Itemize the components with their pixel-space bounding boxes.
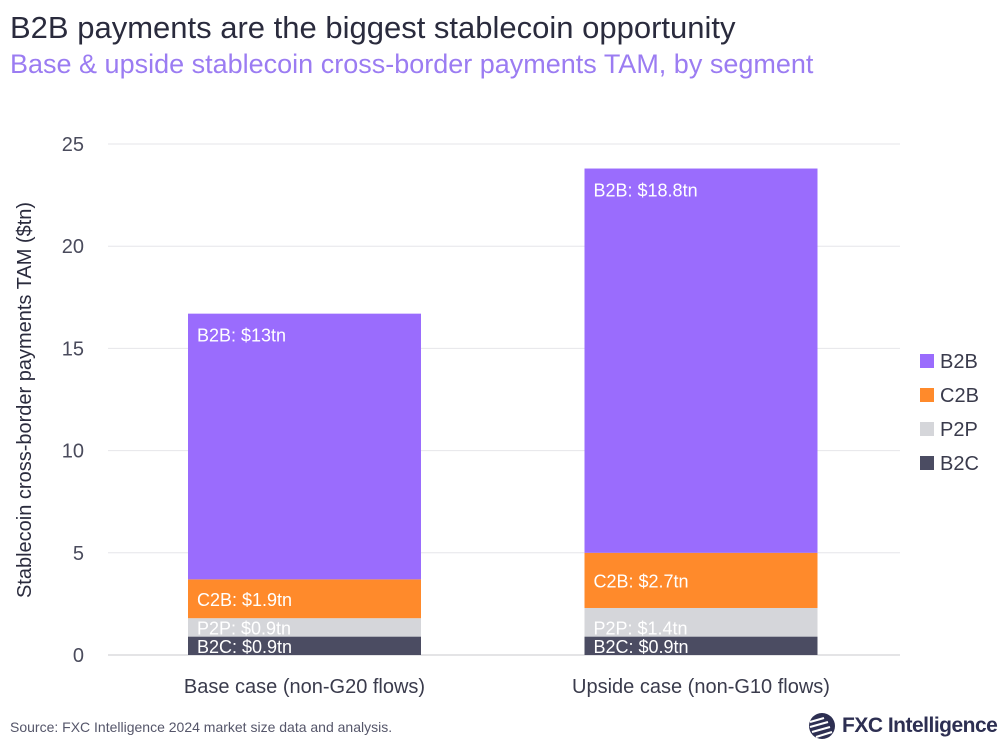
- x-category-label: Base case (non-G20 flows): [184, 676, 425, 698]
- bar-segment-c2b: [188, 579, 421, 619]
- legend-label-b2b: B2B: [940, 351, 978, 373]
- segment-label: C2B: $1.9tn: [197, 590, 292, 610]
- segment-label: B2C: $0.9tn: [197, 637, 292, 657]
- y-tick-label: 20: [62, 236, 84, 258]
- bar-segment-b2c: [584, 636, 818, 655]
- bar-segment-c2b: [584, 552, 818, 608]
- fxc-logo: FXC Intelligence: [808, 712, 998, 740]
- legend-swatch-c2b: [920, 388, 934, 402]
- y-axis-label: Stablecoin cross-border payments TAM ($t…: [14, 202, 36, 598]
- y-tick-label: 0: [73, 645, 84, 667]
- y-tick-label: 25: [62, 134, 84, 156]
- legend-swatch-b2c: [920, 456, 934, 470]
- segment-label: C2B: $2.7tn: [594, 571, 689, 591]
- chart-subtitle: Base & upside stablecoin cross-border pa…: [10, 49, 814, 79]
- segment-label: B2B: $13tn: [197, 326, 286, 346]
- bar-segment-b2c: [188, 636, 421, 655]
- legend-label-b2c: B2C: [940, 453, 979, 475]
- logo-text: FXC Intelligence: [842, 714, 998, 737]
- segment-label: P2P: $0.9tn: [197, 619, 291, 639]
- legend-label-p2p: P2P: [940, 419, 978, 441]
- segment-label: B2C: $0.9tn: [594, 637, 689, 657]
- legend-swatch-p2p: [920, 422, 934, 436]
- bar-segment-b2b: [584, 168, 818, 553]
- chart-title: B2B payments are the biggest stablecoin …: [10, 10, 736, 45]
- legend-swatch-b2b: [920, 354, 934, 368]
- bar-segment-p2p: [188, 618, 421, 637]
- y-tick-label: 5: [73, 543, 84, 565]
- bar-segment-b2b: [188, 313, 421, 580]
- y-tick-label: 10: [62, 441, 84, 463]
- bar-segment-p2p: [584, 607, 818, 637]
- fxc-globe-icon: [809, 713, 835, 739]
- source-note: Source: FXC Intelligence 2024 market siz…: [10, 719, 393, 735]
- segment-label: P2P: $1.4tn: [594, 619, 688, 639]
- legend-label-c2b: C2B: [940, 385, 979, 407]
- x-category-label: Upside case (non-G10 flows): [572, 676, 830, 698]
- y-tick-label: 15: [62, 338, 84, 360]
- segment-label: B2B: $18.8tn: [594, 181, 698, 201]
